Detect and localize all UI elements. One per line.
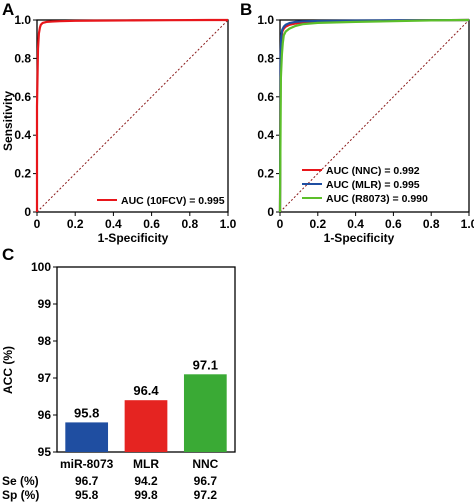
bar-mir-8073 [65, 422, 109, 452]
legend-entry-b-2: AUC (R8073) = 0.990 [326, 193, 428, 205]
x-tick-label-b: 1.0 [461, 217, 474, 231]
reference-diagonal-a [36, 19, 229, 213]
x-tick-label-a: 0.8 [181, 217, 198, 231]
stat-value: 94.2 [134, 474, 158, 488]
x-axis-label-b: 1-Specificity [324, 231, 395, 245]
roc-chart-a: Sensitivity 1-Specificity 00 0.2 0.2 0.4 0.4… [1, 13, 237, 245]
stat-row-label: Sp (%) [2, 488, 39, 502]
stat-value: 96.7 [75, 474, 99, 488]
bar-value-label: 97.1 [193, 357, 218, 372]
x-tick-label-b: 0.8 [423, 217, 440, 231]
y-tick-label-b: 0.8 [257, 51, 274, 65]
x-tick-label-a: 1.0 [220, 217, 237, 231]
y-axis-label-a: Sensitivity [1, 91, 15, 151]
stat-value: 99.8 [134, 488, 158, 502]
x-axis-label-a: 1-Specificity [98, 231, 169, 245]
y-tick-label-a: 0.8 [14, 51, 31, 65]
x-tick-label-a: 0.2 [67, 217, 84, 231]
panel-letter-a: A [2, 0, 14, 19]
y-tick-label-b: 0.2 [257, 167, 274, 181]
stat-value: 95.8 [75, 488, 99, 502]
legend-entry-b-0: AUC (NNC) = 0.992 [326, 165, 420, 177]
reference-diagonal-b [279, 19, 470, 213]
x-tick-label-b: 0 [277, 217, 284, 231]
y-tick-label-c: 99 [38, 297, 52, 311]
legend-entry-b-1: AUC (MLR) = 0.995 [326, 179, 420, 191]
panel-letter-b: B [240, 0, 252, 19]
y-tick-label-a: 1.0 [14, 13, 31, 27]
roc-curve-b-2 [278, 18, 470, 213]
stat-value: 97.2 [194, 488, 218, 502]
y-tick-label-b: 1.0 [257, 13, 274, 27]
stat-row-label: Se (%) [2, 474, 39, 488]
y-tick-label-a: 0 [24, 205, 31, 219]
y-tick-label-c: 98 [38, 334, 52, 348]
y-tick-label-b: 0.4 [257, 128, 274, 142]
y-axis-label-c: ACC (%) [1, 346, 15, 394]
accuracy-bar-chart: ACC (%) 95 96 97 98 99 100 95.8 miR-8073 96.4 MLR… [1, 260, 236, 502]
y-tick-label-a: 0.6 [14, 90, 31, 104]
y-tick-label-a: 0.2 [14, 167, 31, 181]
bar-value-label: 96.4 [133, 383, 159, 398]
x-tick-label-b: 0.6 [385, 217, 402, 231]
bar-mlr [124, 400, 168, 452]
category-label: NNC [192, 457, 218, 471]
y-tick-label-b: 0 [267, 205, 274, 219]
category-label: MLR [133, 457, 159, 471]
x-tick-label-a: 0 [34, 217, 41, 231]
x-tick-label-a: 0.4 [105, 217, 122, 231]
bar-value-label: 95.8 [74, 405, 99, 420]
roc-chart-b: 1-Specificity 00 0.2 0.2 0.4 0.4 0.6 0.6 0.8 0.8… [257, 13, 474, 245]
x-tick-label-b: 0.2 [309, 217, 326, 231]
y-tick-label-c: 95 [38, 445, 52, 459]
y-tick-label-c: 97 [38, 371, 52, 385]
stat-value: 96.7 [194, 474, 218, 488]
x-tick-label-a: 0.6 [143, 217, 160, 231]
panel-letter-c: C [2, 245, 14, 264]
category-label: miR-8073 [60, 457, 114, 471]
y-tick-label-b: 0.6 [257, 90, 274, 104]
bar-nnc [183, 374, 227, 452]
legend-entry-a-0: AUC (10FCV) = 0.995 [121, 195, 225, 207]
x-tick-label-b: 0.4 [347, 217, 364, 231]
roc-curve-a-0 [35, 18, 228, 212]
y-tick-label-a: 0.4 [14, 128, 31, 142]
y-tick-label-c: 96 [38, 408, 52, 422]
y-tick-label-c: 100 [31, 260, 51, 274]
